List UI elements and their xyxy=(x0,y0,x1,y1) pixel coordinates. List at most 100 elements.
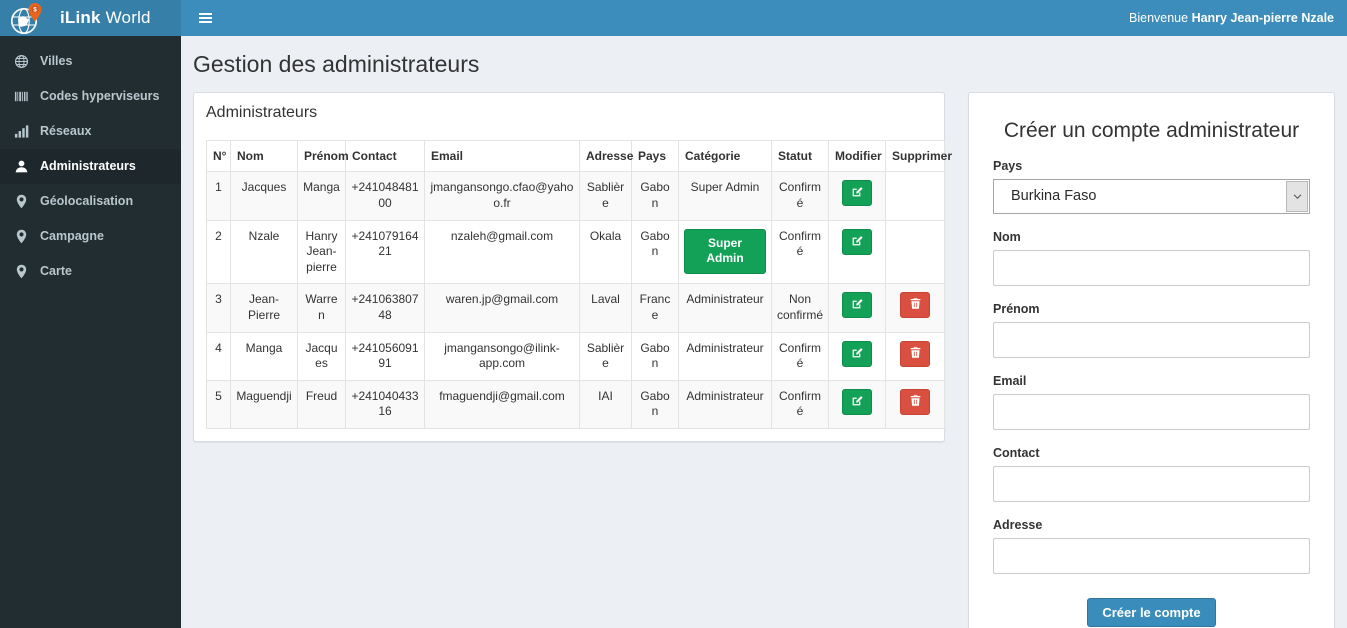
table-row: 1 Jacques Manga +24104848100 jmangansongo.cf… xyxy=(206,171,945,221)
edit-button[interactable] xyxy=(842,340,872,367)
bar-chart-icon xyxy=(14,124,29,139)
field-label: Nom xyxy=(993,230,1021,244)
main-content: Gestion des administrateurs Administrate… xyxy=(181,36,1347,628)
sidebar-item-r-seaux[interactable]: Réseaux xyxy=(0,114,181,149)
table-row: 4 Manga Jacques +24105609191 jmangansongo@il… xyxy=(206,331,945,381)
administrators-panel-title: Administrateurs xyxy=(206,104,318,121)
cell-adresse: Okala xyxy=(579,219,632,285)
delete-button[interactable] xyxy=(900,388,930,415)
column-header: Email xyxy=(424,139,580,173)
field-label: Adresse xyxy=(993,518,1043,532)
column-header: N° xyxy=(206,139,231,173)
pays-select[interactable]: Burkina Faso xyxy=(993,179,1310,214)
cell-email: jmangansongo.cfao@yahoo.fr xyxy=(424,171,580,221)
form-group: Adresse xyxy=(993,518,1310,574)
cell-pays: Gabon xyxy=(631,171,679,221)
pr-nom-field[interactable] xyxy=(993,322,1310,358)
edit-button[interactable] xyxy=(842,388,872,415)
column-header: Prénom xyxy=(297,139,349,173)
table-header-row: N° Nom Prénom Contact Email Adresse Pays Catégo… xyxy=(206,139,952,173)
form-group: Pays Burkina Faso xyxy=(993,159,1310,214)
cell-contact: +24104848100 xyxy=(345,171,425,221)
user-icon xyxy=(14,159,29,174)
cell-email: jmangansongo@ilink-app.com xyxy=(424,331,580,381)
delete-button[interactable] xyxy=(900,340,930,367)
adresse-field[interactable] xyxy=(993,538,1310,574)
super-admin-badge-button[interactable]: Super Admin xyxy=(684,228,766,274)
cell-statut: Confirmé xyxy=(771,379,829,429)
cell-contact: +24105609191 xyxy=(345,331,425,381)
sidebar-toggle-hamburger-icon[interactable] xyxy=(197,5,227,31)
create-admin-form-title: Créer un compte administrateur xyxy=(1003,119,1300,142)
cell-num: 2 xyxy=(206,219,231,285)
cell-modifier xyxy=(828,283,886,333)
cell-categorie: Administrateur xyxy=(678,331,772,381)
field-label: Contact xyxy=(993,446,1040,460)
column-header: Nom xyxy=(230,139,298,173)
chevron-down-icon[interactable] xyxy=(1286,181,1308,212)
cell-num: 3 xyxy=(206,283,231,333)
create-account-button[interactable]: Créer le compte xyxy=(1087,598,1216,627)
email-field[interactable] xyxy=(993,394,1310,430)
cell-email: nzaleh@gmail.com xyxy=(424,219,580,285)
top-header: $ iLink World Bienvenue Hanry Jean-pierr… xyxy=(0,0,1347,36)
brand-light: World xyxy=(105,8,151,27)
barcode-icon xyxy=(14,89,29,104)
cell-pays: France xyxy=(631,283,679,333)
map-marker-icon xyxy=(14,194,29,209)
globe-icon xyxy=(14,54,29,69)
field-label: Prénom xyxy=(993,302,1040,316)
cell-categorie: Administrateur xyxy=(678,283,772,333)
administrators-panel: Administrateurs N° Nom Prénom Contact Email A… xyxy=(193,92,952,442)
cell-pays: Gabon xyxy=(631,331,679,381)
trash-icon xyxy=(909,394,922,410)
cell-supprimer xyxy=(885,379,945,429)
cell-nom: Nzale xyxy=(230,219,298,285)
create-admin-panel: Créer un compte administrateur Pays Burk… xyxy=(968,92,1335,628)
cell-modifier xyxy=(828,171,886,221)
sidebar-item-codes-hyperviseurs[interactable]: Codes hyperviseurs xyxy=(0,79,181,114)
column-header: Catégorie xyxy=(678,139,772,173)
form-group: Nom xyxy=(993,230,1310,286)
navbar: Bienvenue Hanry Jean-pierre Nzale xyxy=(181,0,1347,36)
column-header: Statut xyxy=(771,139,829,173)
sidebar-item-administrateurs[interactable]: Administrateurs xyxy=(0,149,181,184)
map-marker-icon xyxy=(14,264,29,279)
trash-icon xyxy=(909,346,922,362)
delete-button[interactable] xyxy=(900,292,930,319)
cell-prenom: Hanry Jean-pierre xyxy=(297,219,346,285)
sidebar-item-campagne[interactable]: Campagne xyxy=(0,219,181,254)
sidebar-item-carte[interactable]: Carte xyxy=(0,254,181,289)
form-group: Email xyxy=(993,374,1310,430)
form-group: Prénom xyxy=(993,302,1310,358)
cell-categorie: Super Admin xyxy=(678,171,772,221)
cell-supprimer xyxy=(885,283,945,333)
cell-statut: Confirmé xyxy=(771,331,829,381)
brand[interactable]: $ iLink World xyxy=(0,0,181,36)
edit-icon xyxy=(851,234,864,250)
cell-adresse: Sablière xyxy=(579,171,632,221)
brand-bold: iLink xyxy=(60,8,101,27)
sidebar-item-villes[interactable]: Villes xyxy=(0,44,181,79)
map-marker-icon xyxy=(14,229,29,244)
cell-nom: Jean-Pierre xyxy=(230,283,298,333)
edit-button[interactable] xyxy=(842,180,872,207)
cell-nom: Manga xyxy=(230,331,298,381)
column-header: Supprimer xyxy=(885,139,952,173)
nom-field[interactable] xyxy=(993,250,1310,286)
cell-contact: +24104043316 xyxy=(345,379,425,429)
cell-num: 5 xyxy=(206,379,231,429)
cell-supprimer xyxy=(885,331,945,381)
cell-categorie: Super Admin xyxy=(678,219,772,285)
edit-icon xyxy=(851,346,864,362)
welcome-prefix: Bienvenue xyxy=(1129,11,1189,25)
edit-button[interactable] xyxy=(842,228,872,255)
edit-button[interactable] xyxy=(842,292,872,319)
cell-categorie: Administrateur xyxy=(678,379,772,429)
sidebar-item-g-olocalisation[interactable]: Géolocalisation xyxy=(0,184,181,219)
cell-prenom: Manga xyxy=(297,171,346,221)
cell-statut: Confirmé xyxy=(771,171,829,221)
cell-statut: Non confirmé xyxy=(771,283,829,333)
contact-field[interactable] xyxy=(993,466,1310,502)
cell-contact: +24107916421 xyxy=(345,219,425,285)
